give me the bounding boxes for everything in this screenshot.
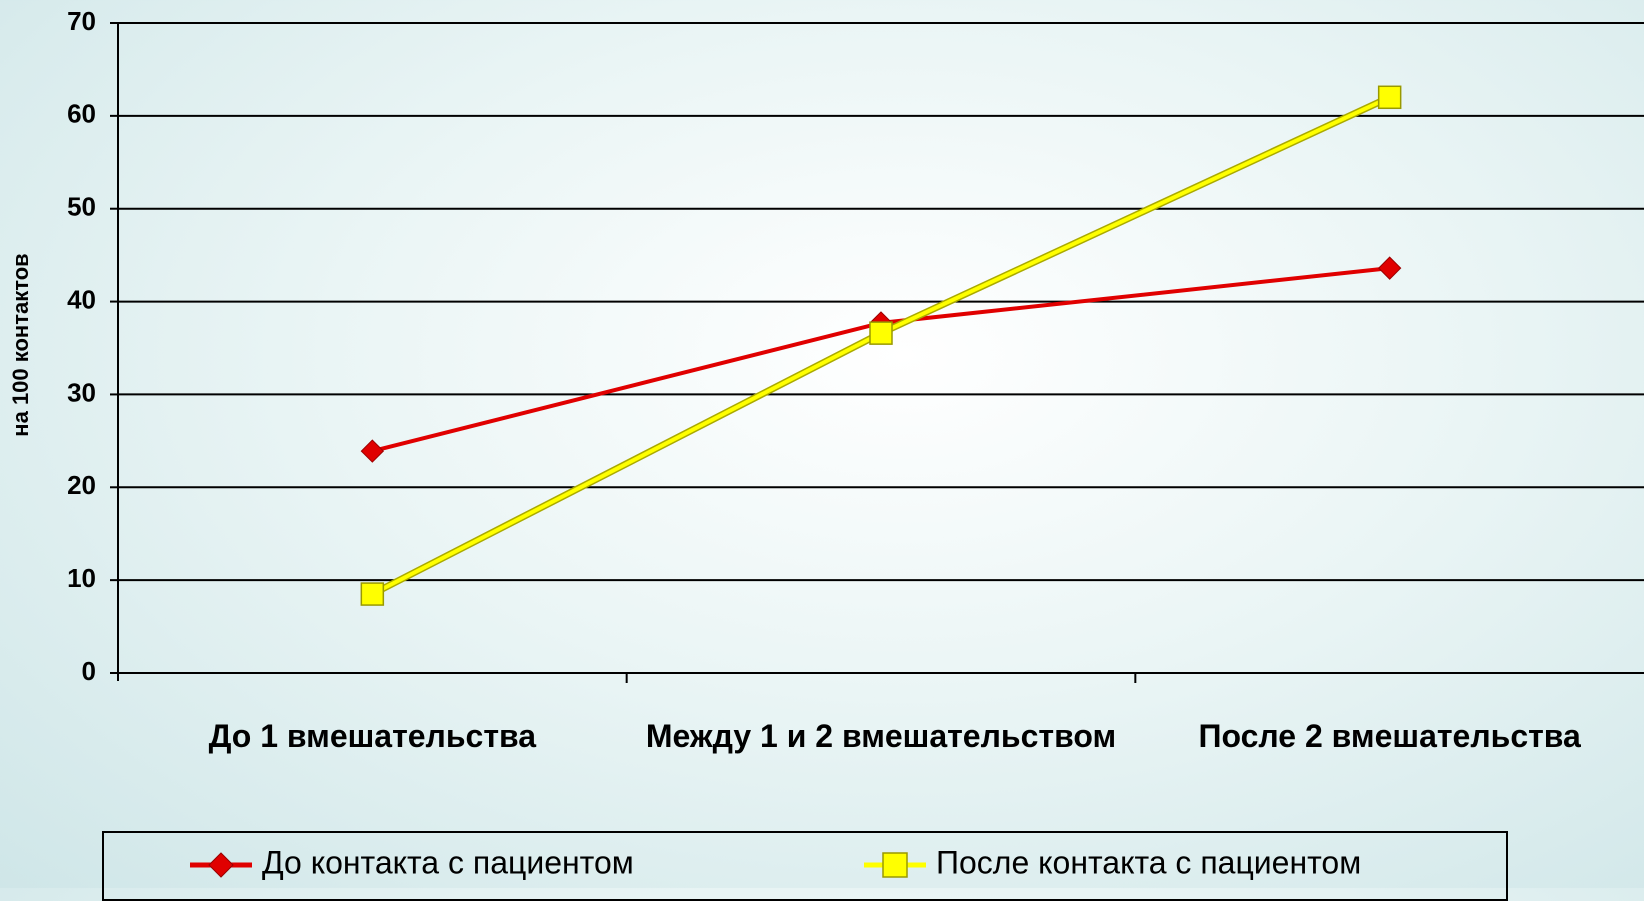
x-tick-label: До 1 вмешательства xyxy=(208,718,537,754)
marker xyxy=(360,582,385,606)
y-tick-label: 30 xyxy=(67,377,96,407)
marker xyxy=(869,321,893,345)
y-axis-label: на 100 контактов xyxy=(8,253,33,436)
marker xyxy=(882,852,908,878)
y-tick-label: 50 xyxy=(67,192,96,222)
legend-label: После контакта с пациентом xyxy=(936,844,1361,880)
legend: До контакта с пациентом После контакта с … xyxy=(102,831,1508,901)
legend-label: До контакта с пациентом xyxy=(262,844,634,880)
series-line xyxy=(371,266,1390,454)
x-tick-label: Между 1 и 2 вмешательством xyxy=(645,718,1117,754)
y-tick-label: 70 xyxy=(67,6,96,36)
y-tick-label: 0 xyxy=(82,656,96,686)
y-tick-label: 20 xyxy=(67,470,96,500)
y-tick-label: 40 xyxy=(67,284,96,314)
marker xyxy=(1377,256,1402,280)
y-tick-label: 10 xyxy=(67,563,96,593)
legend-svg: До контакта с пациентом После контакта с … xyxy=(190,844,1361,880)
marker xyxy=(1377,85,1402,110)
series-line-outline xyxy=(370,94,1392,598)
x-tick-label: После 2 вмешательства xyxy=(1198,718,1581,754)
marker xyxy=(208,852,234,878)
marker xyxy=(360,439,385,463)
y-tick-label: 60 xyxy=(67,99,96,129)
